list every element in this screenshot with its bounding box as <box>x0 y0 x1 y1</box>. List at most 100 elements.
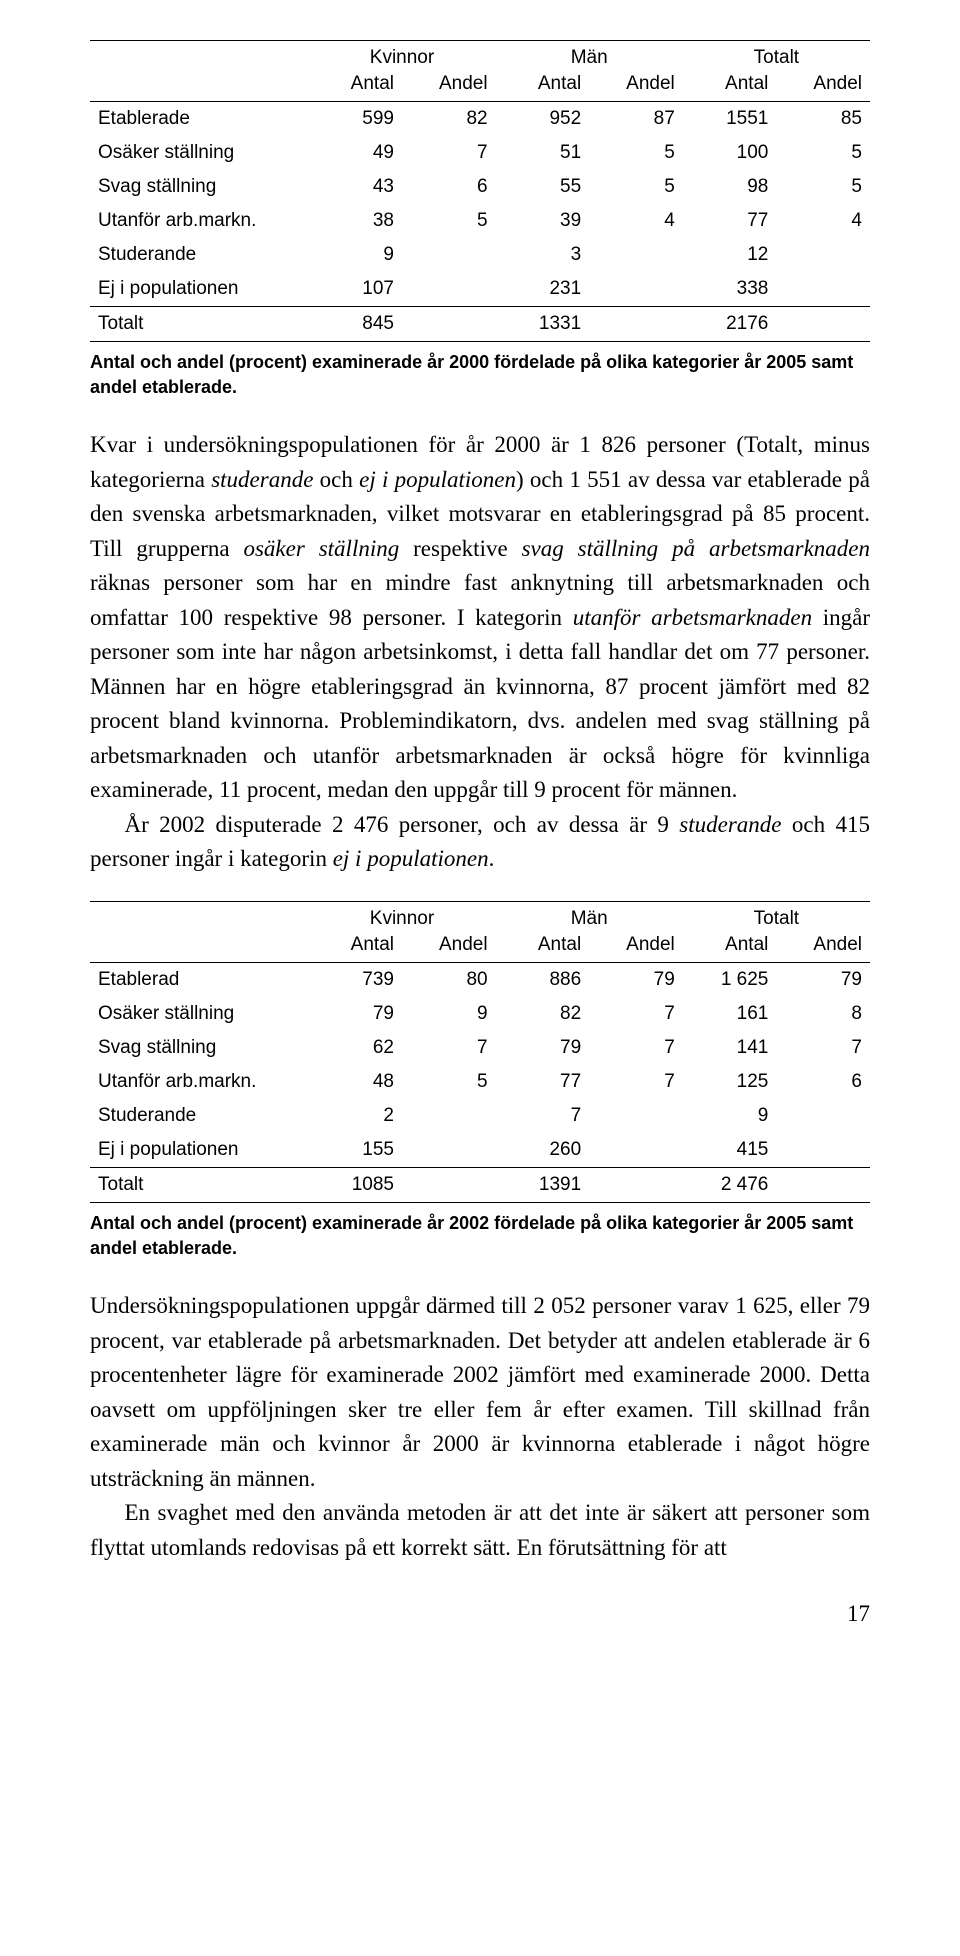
data-cell: 260 <box>496 1133 590 1168</box>
header-cell: Antal <box>683 932 777 963</box>
body-paragraph: År 2002 disputerade 2 476 personer, och … <box>90 808 870 877</box>
header-cell: Andel <box>402 71 496 102</box>
page-number: 17 <box>90 1601 870 1627</box>
data-cell: 6 <box>776 1065 870 1099</box>
body-paragraph: Undersökningspopulationen uppgår därmed … <box>90 1289 870 1496</box>
row-label: Svag ställning <box>90 170 308 204</box>
data-cell: 1551 <box>683 102 777 137</box>
header-cell: Totalt <box>683 901 870 932</box>
data-cell: 38 <box>308 204 402 238</box>
data-cell: 338 <box>683 272 777 307</box>
table-row: Studerande9312 <box>90 238 870 272</box>
data-cell: 9 <box>308 238 402 272</box>
row-label: Ej i populationen <box>90 1133 308 1168</box>
data-cell <box>776 1167 870 1202</box>
table-caption: Antal och andel (procent) examinerade år… <box>90 1211 870 1261</box>
data-cell: 161 <box>683 997 777 1031</box>
data-cell: 5 <box>776 136 870 170</box>
header-cell: Kvinnor <box>308 41 495 72</box>
header-cell: Andel <box>589 932 683 963</box>
data-cell: 6 <box>402 170 496 204</box>
data-cell: 100 <box>683 136 777 170</box>
data-cell: 79 <box>308 997 402 1031</box>
data-cell: 98 <box>683 170 777 204</box>
table-2000: Kvinnor Män Totalt Antal Andel Antal And… <box>90 40 870 342</box>
data-cell: 9 <box>683 1099 777 1133</box>
data-cell: 2 476 <box>683 1167 777 1202</box>
table-row: Osäker ställning4975151005 <box>90 136 870 170</box>
header-cell: Antal <box>308 932 402 963</box>
table-row: Ej i populationen155260415 <box>90 1133 870 1168</box>
body-paragraph: En svaghet med den använda metoden är at… <box>90 1496 870 1565</box>
row-label: Svag ställning <box>90 1031 308 1065</box>
data-cell: 141 <box>683 1031 777 1065</box>
table-row: Totalt1085 1391 2 476 <box>90 1167 870 1202</box>
row-label: Utanför arb.markn. <box>90 204 308 238</box>
data-cell <box>589 272 683 307</box>
header-cell: Män <box>496 41 683 72</box>
header-cell: Andel <box>776 71 870 102</box>
data-cell: 5 <box>402 1065 496 1099</box>
data-cell: 415 <box>683 1133 777 1168</box>
table-2002: Kvinnor Män Totalt Antal Andel Antal And… <box>90 901 870 1203</box>
table-row: Ej i populationen107231338 <box>90 272 870 307</box>
data-cell: 7 <box>496 1099 590 1133</box>
header-cell: Antal <box>496 932 590 963</box>
row-label: Totalt <box>90 1167 308 1202</box>
header-cell: Andel <box>776 932 870 963</box>
data-cell: 62 <box>308 1031 402 1065</box>
data-cell: 4 <box>589 204 683 238</box>
data-cell: 43 <box>308 170 402 204</box>
table-caption: Antal och andel (procent) examinerade år… <box>90 350 870 400</box>
data-cell: 7 <box>589 997 683 1031</box>
header-cell: Totalt <box>683 41 870 72</box>
data-cell <box>589 1133 683 1168</box>
data-cell: 2 <box>308 1099 402 1133</box>
data-cell: 107 <box>308 272 402 307</box>
data-cell: 5 <box>589 136 683 170</box>
data-cell: 80 <box>402 962 496 997</box>
row-label: Ej i populationen <box>90 272 308 307</box>
data-cell: 8 <box>776 997 870 1031</box>
row-label: Totalt <box>90 307 308 342</box>
header-cell <box>90 71 308 102</box>
body-paragraph: Kvar i undersökningspopulationen för år … <box>90 428 870 808</box>
data-cell: 125 <box>683 1065 777 1099</box>
table-row: Kvinnor Män Totalt <box>90 41 870 72</box>
table-row: Etablerad73980886791 62579 <box>90 962 870 997</box>
data-cell: 3 <box>496 238 590 272</box>
header-cell <box>90 41 308 72</box>
data-cell: 1391 <box>496 1167 590 1202</box>
data-cell: 7 <box>589 1031 683 1065</box>
header-cell: Antal <box>308 71 402 102</box>
table-row: Utanför arb.markn.385394774 <box>90 204 870 238</box>
data-cell <box>589 1099 683 1133</box>
header-cell: Antal <box>683 71 777 102</box>
data-cell: 845 <box>308 307 402 342</box>
header-cell: Kvinnor <box>308 901 495 932</box>
data-cell: 1 625 <box>683 962 777 997</box>
table-row: Totalt84513312176 <box>90 307 870 342</box>
table-row: Utanför arb.markn.4857771256 <box>90 1065 870 1099</box>
data-cell: 51 <box>496 136 590 170</box>
data-cell: 9 <box>402 997 496 1031</box>
data-cell: 599 <box>308 102 402 137</box>
data-cell: 12 <box>683 238 777 272</box>
table-row: Svag ställning436555985 <box>90 170 870 204</box>
data-cell: 79 <box>776 962 870 997</box>
table-row: Antal Andel Antal Andel Antal Andel <box>90 71 870 102</box>
data-cell: 5 <box>589 170 683 204</box>
row-label: Etablerad <box>90 962 308 997</box>
data-cell: 87 <box>589 102 683 137</box>
data-cell: 48 <box>308 1065 402 1099</box>
data-cell <box>402 1167 496 1202</box>
row-label: Studerande <box>90 1099 308 1133</box>
data-cell: 49 <box>308 136 402 170</box>
data-cell: 79 <box>589 962 683 997</box>
row-label: Etablerade <box>90 102 308 137</box>
data-cell: 5 <box>776 170 870 204</box>
data-cell: 1085 <box>308 1167 402 1202</box>
data-cell: 7 <box>402 136 496 170</box>
data-cell: 79 <box>496 1031 590 1065</box>
data-cell: 7 <box>776 1031 870 1065</box>
